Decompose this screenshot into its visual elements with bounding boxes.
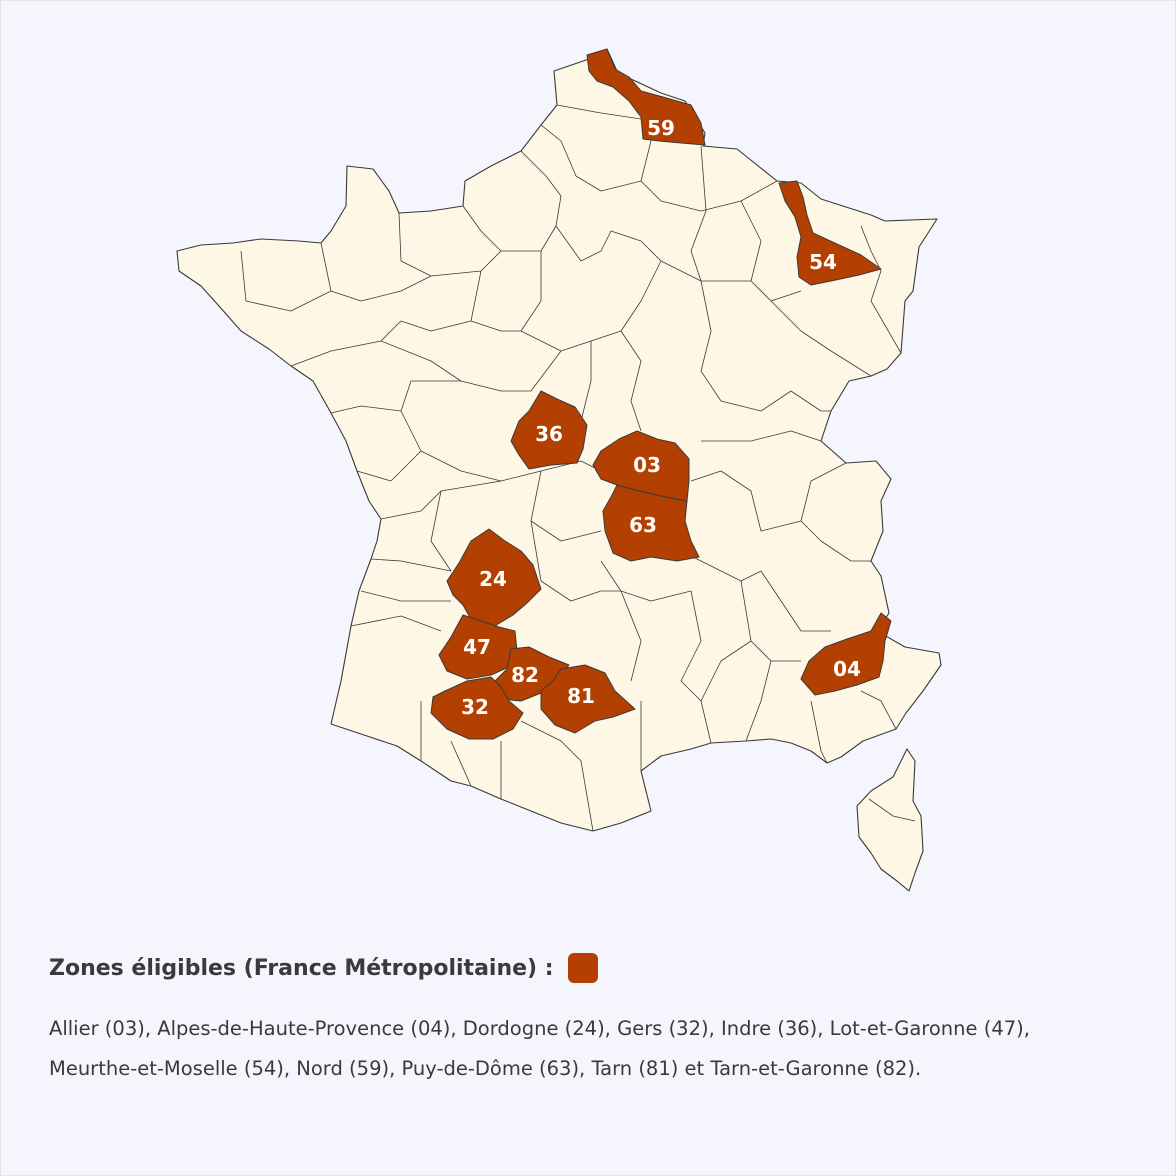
zone-03[interactable] bbox=[592, 430, 690, 502]
zone-label-82: 82 bbox=[511, 663, 539, 687]
zone-32[interactable] bbox=[430, 676, 524, 740]
zone-81[interactable] bbox=[540, 664, 636, 734]
zone-label-63: 63 bbox=[629, 513, 657, 537]
zone-04[interactable] bbox=[800, 612, 892, 696]
zone-label-24: 24 bbox=[479, 567, 507, 591]
zone-24[interactable] bbox=[446, 528, 542, 628]
zone-label-81: 81 bbox=[567, 684, 595, 708]
legend-title-row: Zones éligibles (France Métropolitaine) … bbox=[49, 953, 1089, 983]
eligible-zones bbox=[430, 48, 892, 740]
zone-63[interactable] bbox=[602, 484, 700, 562]
legend-title: Zones éligibles (France Métropolitaine) … bbox=[49, 955, 554, 981]
zone-label-47: 47 bbox=[463, 635, 491, 659]
zone-label-04: 04 bbox=[833, 657, 861, 681]
corsica-outline bbox=[856, 748, 924, 892]
zone-label-36: 36 bbox=[535, 422, 563, 446]
zone-36[interactable] bbox=[510, 390, 588, 470]
zone-label-03: 03 bbox=[633, 453, 661, 477]
france-map: 59 54 36 03 63 24 47 82 81 32 04 bbox=[176, 48, 942, 892]
legend-department-list: Allier (03), Alpes-de-Haute-Provence (04… bbox=[49, 1017, 1030, 1080]
zone-47[interactable] bbox=[438, 614, 518, 680]
zone-label-59: 59 bbox=[647, 116, 675, 140]
corsica-border bbox=[868, 798, 916, 822]
zone-59[interactable] bbox=[586, 48, 706, 146]
department-borders bbox=[240, 104, 902, 832]
legend-swatch bbox=[567, 953, 598, 983]
zone-label-32: 32 bbox=[461, 695, 489, 719]
zone-labels: 59 54 36 03 63 24 47 82 81 32 04 bbox=[461, 116, 861, 719]
legend: Zones éligibles (France Métropolitaine) … bbox=[49, 953, 1089, 1089]
zone-label-54: 54 bbox=[809, 250, 837, 274]
zone-54[interactable] bbox=[778, 180, 882, 286]
